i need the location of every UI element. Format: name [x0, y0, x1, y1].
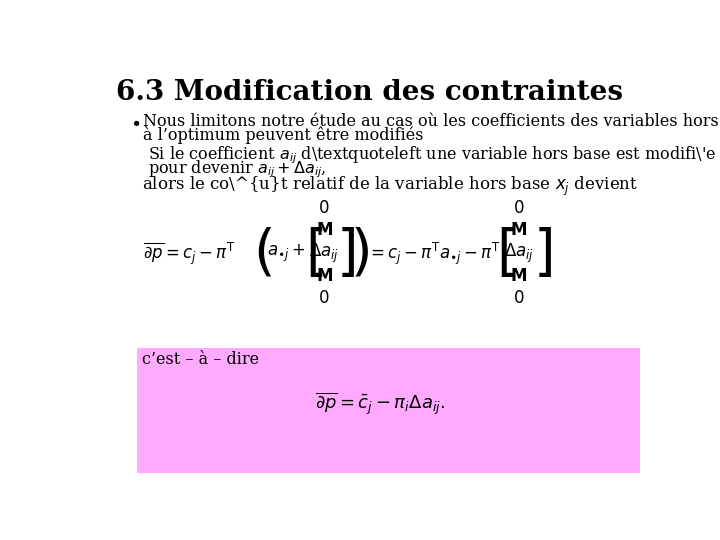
Text: Nous limitons notre étude au cas où les coefficients des variables hors base: Nous limitons notre étude au cas où les …: [143, 112, 720, 130]
Text: $0$: $0$: [318, 200, 330, 217]
Text: $0$: $0$: [318, 289, 330, 307]
Text: $a_{\bullet j} +$: $a_{\bullet j} +$: [266, 243, 305, 264]
Text: $\overline{\partial p} = \bar{c}_j - \pi_i \Delta a_{ij}.$: $\overline{\partial p} = \bar{c}_j - \pi…: [315, 390, 445, 417]
Text: $\mathbf{M}$: $\mathbf{M}$: [510, 222, 527, 239]
Text: $\Delta a_{ij}$: $\Delta a_{ij}$: [503, 242, 534, 265]
Text: $($: $($: [253, 226, 272, 281]
Text: $)$: $)$: [351, 226, 369, 281]
Text: pour devenir $a_{ij} + \Delta a_{ij}$,: pour devenir $a_{ij} + \Delta a_{ij}$,: [148, 159, 326, 180]
Text: $0$: $0$: [513, 200, 524, 217]
Text: $0$: $0$: [513, 289, 524, 307]
Text: $]$: $]$: [534, 226, 552, 281]
Text: $\mathbf{M}$: $\mathbf{M}$: [510, 268, 527, 285]
Text: $\Delta a_{ij}$: $\Delta a_{ij}$: [309, 242, 339, 265]
Text: à l’optimum peuvent être modifiés: à l’optimum peuvent être modifiés: [143, 126, 423, 144]
Text: $[$: $[$: [305, 226, 324, 281]
Text: Si le coefficient $a_{ij}$ d\textquoteleft une variable hors base est modifi\'e: Si le coefficient $a_{ij}$ d\textquotele…: [148, 144, 716, 166]
Text: $= c_j - \pi^{\mathrm{T}} a_{\bullet j} - \pi^{\mathrm{T}}$: $= c_j - \pi^{\mathrm{T}} a_{\bullet j} …: [367, 240, 501, 267]
Text: $\mathbf{M}$: $\mathbf{M}$: [315, 268, 333, 285]
Text: $]$: $]$: [336, 226, 356, 281]
Text: $\overline{\partial p} = c_j - \pi^{\mathrm{T}}$: $\overline{\partial p} = c_j - \pi^{\mat…: [143, 240, 235, 267]
Text: alors le co\^{u}t relatif de la variable hors base $x_j$ devient: alors le co\^{u}t relatif de la variable…: [142, 175, 638, 198]
Text: $[$: $[$: [496, 226, 514, 281]
FancyBboxPatch shape: [137, 348, 640, 473]
Text: $\mathbf{M}$: $\mathbf{M}$: [315, 222, 333, 239]
Text: 6.3 Modification des contraintes: 6.3 Modification des contraintes: [115, 79, 623, 106]
Text: c’est – à – dire: c’est – à – dire: [142, 351, 259, 368]
Text: $\bullet$: $\bullet$: [130, 112, 140, 131]
